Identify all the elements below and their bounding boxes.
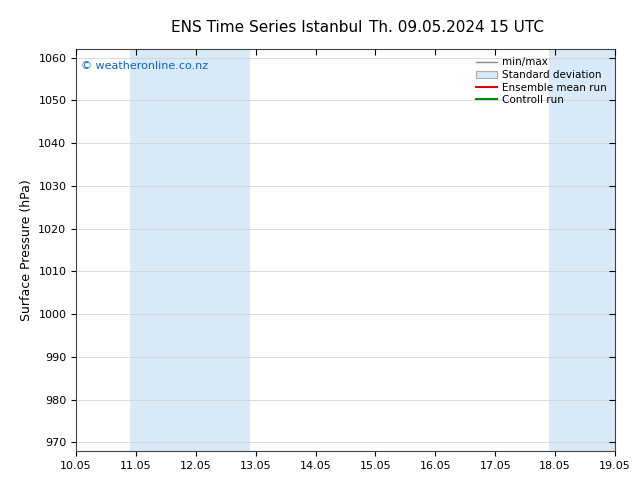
Bar [549, 49, 609, 451]
Text: ENS Time Series Istanbul: ENS Time Series Istanbul [171, 20, 362, 35]
Text: © weatheronline.co.nz: © weatheronline.co.nz [81, 61, 209, 71]
Text: Th. 09.05.2024 15 UTC: Th. 09.05.2024 15 UTC [369, 20, 544, 35]
Legend: min/max, Standard deviation, Ensemble mean run, Controll run: min/max, Standard deviation, Ensemble me… [473, 54, 610, 108]
Bar [609, 49, 634, 451]
Bar [130, 49, 190, 451]
Y-axis label: Surface Pressure (hPa): Surface Pressure (hPa) [20, 179, 33, 321]
Bar [190, 49, 250, 451]
